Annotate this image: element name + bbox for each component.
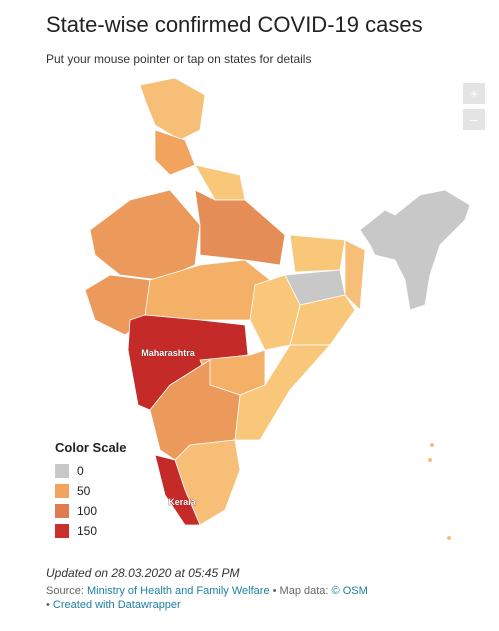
link[interactable]: Created with Datawrapper (52, 599, 181, 611)
state[interactable] (359, 189, 471, 311)
legend-label: 50 (77, 484, 91, 498)
legend-items: 0 50 100 150 (55, 461, 127, 541)
island (447, 536, 451, 540)
legend-swatch (55, 524, 69, 538)
updated: Updated on 28.03.2020 at 05:45 PM (46, 566, 240, 580)
zoom-out[interactable]: – (463, 109, 485, 130)
legend-item: 150 (55, 521, 127, 541)
legend-item: 0 (55, 461, 127, 481)
state-label: Maharashtra (141, 348, 196, 358)
zoom-in[interactable]: + (463, 83, 485, 104)
state[interactable] (289, 234, 346, 273)
state[interactable] (154, 129, 196, 176)
legend-label: 150 (77, 524, 98, 538)
state[interactable] (139, 77, 206, 141)
text: • Map data: (272, 585, 329, 597)
title: State-wise confirmed COVID-19 cases (46, 12, 423, 37)
legend: Color Scale 0 50 100 150 (55, 440, 127, 541)
state[interactable] (149, 359, 241, 461)
state[interactable] (89, 189, 201, 281)
credit-line: • Created with Datawrapper (46, 599, 181, 611)
legend-label: 0 (77, 464, 84, 478)
state[interactable] (194, 189, 286, 266)
legend-item: 50 (55, 481, 127, 501)
legend-swatch (55, 484, 69, 498)
legend-swatch (55, 504, 69, 518)
state[interactable] (154, 454, 201, 526)
source-line: Source: Ministry of Health and Family We… (46, 585, 368, 597)
text: • (46, 599, 50, 611)
state-label: Kerala (168, 497, 197, 507)
state[interactable] (234, 344, 331, 441)
state[interactable] (344, 239, 366, 311)
text: Source: (46, 585, 84, 597)
link[interactable]: © OSM (331, 585, 368, 597)
island (428, 458, 432, 462)
legend-item: 100 (55, 501, 127, 521)
legend-title: Color Scale (55, 440, 127, 455)
link[interactable]: Ministry of Health and Family Welfare (86, 585, 270, 597)
legend-swatch (55, 464, 69, 478)
island (430, 443, 434, 447)
legend-label: 100 (77, 504, 98, 518)
states (84, 77, 471, 540)
subtitle: Put your mouse pointer or tap on states … (46, 52, 312, 66)
